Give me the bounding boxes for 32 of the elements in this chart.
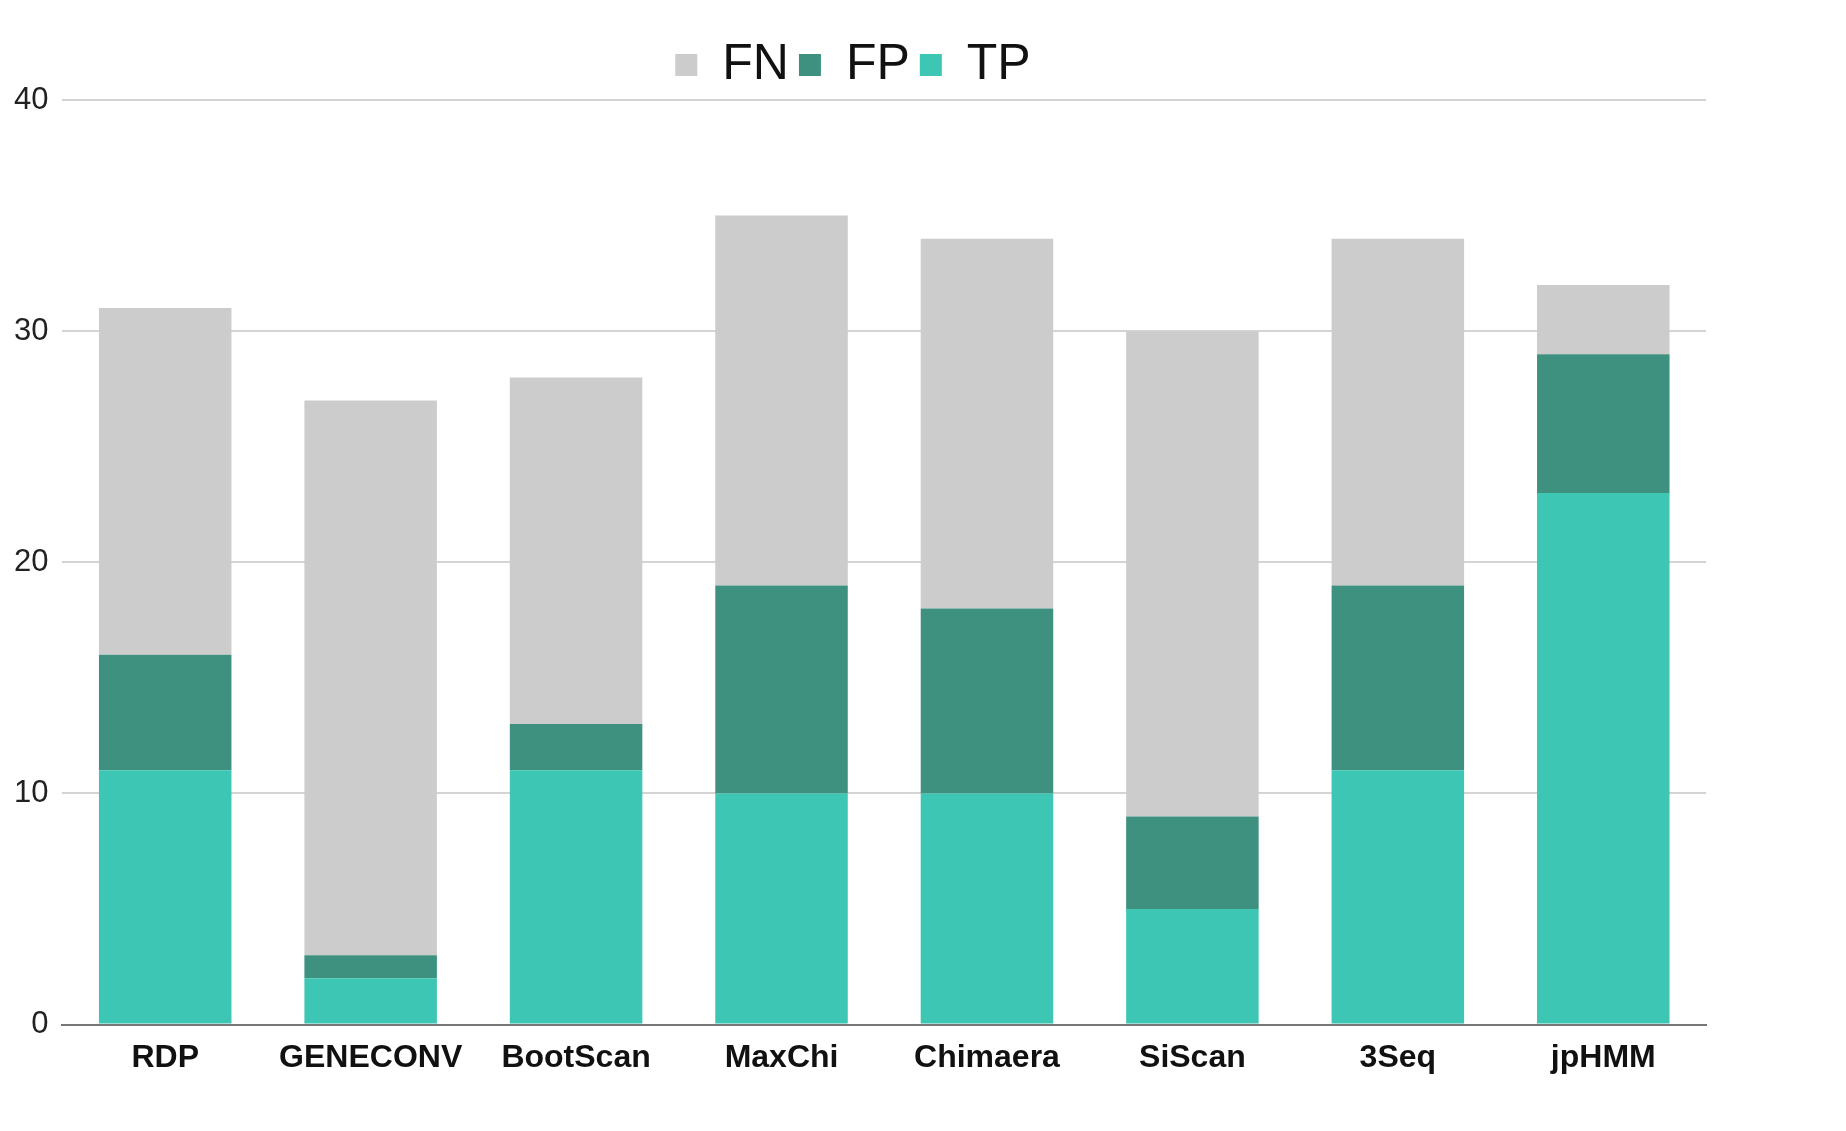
bar [920,608,1054,794]
bar [715,585,848,794]
y-tick-label: 30 [14,311,49,347]
bar [1537,354,1670,493]
x-tick-label: SiScan [1139,1037,1246,1074]
bar [98,654,232,771]
bar [1331,585,1465,771]
x-tick-label: Chimaera [914,1037,1061,1074]
y-tick-label: 0 [31,1005,49,1041]
bar [715,793,848,1024]
x-tick-label: jpHMM [1549,1037,1656,1074]
bar [304,955,437,979]
x-tick-label: RDP [131,1037,199,1074]
bar [920,793,1054,1024]
x-tick-label: GENECONV [279,1037,463,1074]
x-tick-label: 3Seq [1359,1037,1437,1074]
legend-label: FP [845,33,910,90]
bar [1331,770,1465,1024]
y-tick-label: 10 [14,774,49,809]
y-tick-label: 40 [14,80,49,116]
bar [1537,492,1670,1024]
bar [304,978,437,1024]
bar [98,770,232,1024]
x-tick-label: MaxChi [724,1037,839,1074]
legend-label: TP [966,33,1031,90]
y-tick-label: 20 [14,542,49,578]
x-tick-label: BootScan [501,1037,651,1074]
bar [509,724,643,771]
legend-label: FN [722,33,789,90]
bar [1126,909,1259,1024]
bar [509,770,643,1024]
bar [1126,816,1259,910]
